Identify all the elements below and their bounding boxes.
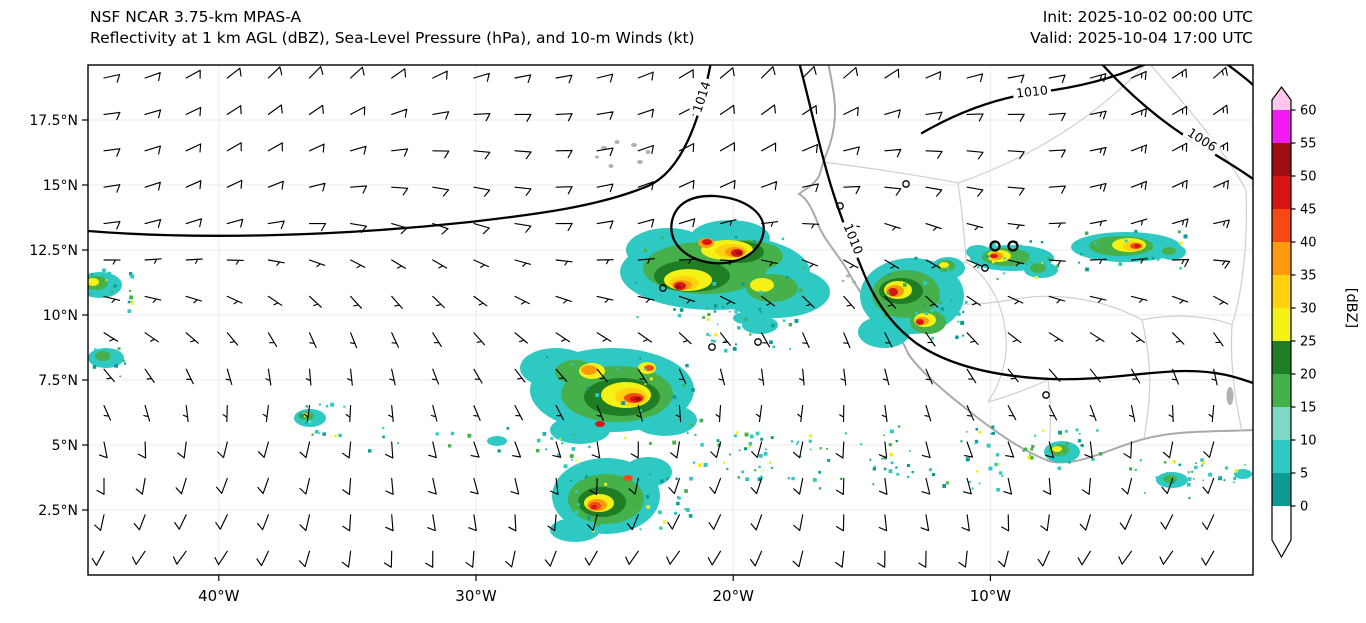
colorbar-tick-label: 30 xyxy=(1300,302,1317,317)
island xyxy=(637,160,643,164)
isobar-label: 1006 xyxy=(1182,122,1223,157)
small-closed-isobar xyxy=(1042,391,1050,399)
y-tick-label: 17.5°N xyxy=(29,113,78,129)
colorbar-segment xyxy=(1272,308,1291,341)
colorbar-outline xyxy=(1271,85,1292,559)
colorbar-tick-label: 20 xyxy=(1300,368,1317,383)
x-tick-label: 40°W xyxy=(198,587,240,605)
island xyxy=(631,143,637,147)
colorbar-tick-label: 35 xyxy=(1300,269,1317,284)
isobar-contour xyxy=(88,65,712,237)
colorbar-unit-label: [dBZ] xyxy=(1343,288,1359,328)
isobar-contour xyxy=(798,65,1253,385)
figure-subtitle: Reflectivity at 1 km AGL (dBZ), Sea-Leve… xyxy=(90,29,695,47)
y-tick-label: 5°N xyxy=(52,438,78,454)
colorbar-segment xyxy=(1272,275,1291,308)
isobar-label: 1014 xyxy=(688,76,715,118)
colorbar: 0 5 10 15 20 25 30 35 40 45 50 55 60 [dBZ] xyxy=(1271,85,1359,559)
colorbar-extend-arrow-bottom xyxy=(1272,506,1291,557)
axes: 40°W 30°W 20°W 10°W 2.5°N 5°N 7.5°N 10°N 12.5°N 1… xyxy=(29,113,1011,605)
colorbar-segment xyxy=(1272,242,1291,275)
colorbar-tick-label: 50 xyxy=(1300,170,1317,185)
colorbar-tick-label: 5 xyxy=(1300,467,1308,482)
y-tick-label: 2.5°N xyxy=(38,503,78,519)
x-tick-label: 10°W xyxy=(970,587,1012,605)
colorbar-tick-label: 15 xyxy=(1300,401,1317,416)
colorbar-tick-label: 40 xyxy=(1300,236,1317,251)
colorbar-segment xyxy=(1272,176,1291,209)
colorbar-tick-label: 0 xyxy=(1300,500,1308,515)
reflectivity-speckles xyxy=(88,229,1247,533)
svg-text:1010: 1010 xyxy=(841,221,867,256)
island xyxy=(846,274,850,278)
y-tick-label: 10°N xyxy=(43,308,78,324)
colorbar-tick-label: 60 xyxy=(1300,104,1317,119)
small-closed-isobar xyxy=(902,180,910,188)
colorbar-segment xyxy=(1272,143,1291,176)
small-closed-isobar xyxy=(754,338,762,346)
isobar-label: 1010 xyxy=(839,218,868,260)
y-tick-label: 15°N xyxy=(43,178,78,194)
colorbar-segment xyxy=(1272,374,1291,407)
model-title: NSF NCAR 3.75-km MPAS-A xyxy=(90,8,302,26)
island xyxy=(645,150,651,154)
colorbar-tick-label: 55 xyxy=(1300,137,1317,152)
small-closed-isobar xyxy=(1007,240,1019,252)
island xyxy=(1226,387,1234,405)
x-tick-label: 20°W xyxy=(712,587,754,605)
svg-text:1010: 1010 xyxy=(1015,82,1048,100)
island xyxy=(852,280,856,284)
small-closed-isobar xyxy=(989,240,1001,252)
colorbar-segment xyxy=(1272,473,1291,506)
colorbar-extend-arrow-top xyxy=(1272,87,1291,110)
island xyxy=(608,164,614,168)
colorbar-segment xyxy=(1272,407,1291,440)
reflectivity-layer xyxy=(88,220,1252,542)
valid-time: Valid: 2025-10-04 17:00 UTC xyxy=(1030,29,1253,47)
colorbar-segment xyxy=(1272,341,1291,374)
colorbar-tick-label: 10 xyxy=(1300,434,1317,449)
island xyxy=(841,279,845,283)
map-frame xyxy=(87,64,1254,576)
colorbar-segment xyxy=(1272,209,1291,242)
init-time: Init: 2025-10-02 00:00 UTC xyxy=(1042,8,1253,26)
small-closed-isobar xyxy=(659,284,667,292)
colorbar-segment xyxy=(1272,110,1291,143)
svg-text:1014: 1014 xyxy=(689,79,713,114)
island xyxy=(595,155,599,159)
isobar-layer: 1014 1010 1010 1006 xyxy=(88,65,1253,399)
colorbar-tick-label: 45 xyxy=(1300,203,1317,218)
colorbar-segment xyxy=(1272,440,1291,473)
isobar-contour xyxy=(670,194,765,265)
x-tick-label: 30°W xyxy=(455,587,497,605)
small-closed-isobar xyxy=(981,264,989,272)
island xyxy=(614,140,620,144)
gridlines xyxy=(88,65,1253,575)
colorbar-tick-label: 25 xyxy=(1300,335,1317,350)
isobar-label: 1010 xyxy=(1012,82,1052,101)
y-tick-label: 12.5°N xyxy=(29,243,78,259)
figure-header-left: NSF NCAR 3.75-km MPAS-A Reflectivity at … xyxy=(90,7,695,49)
y-tick-label: 7.5°N xyxy=(38,373,78,389)
small-closed-isobar xyxy=(708,343,716,351)
wind-barbs-layer xyxy=(91,66,1231,568)
small-closed-isobar xyxy=(836,202,844,210)
figure-header-right: Init: 2025-10-02 00:00 UTC Valid: 2025-1… xyxy=(1030,7,1253,49)
isobar-contour xyxy=(1226,65,1253,87)
